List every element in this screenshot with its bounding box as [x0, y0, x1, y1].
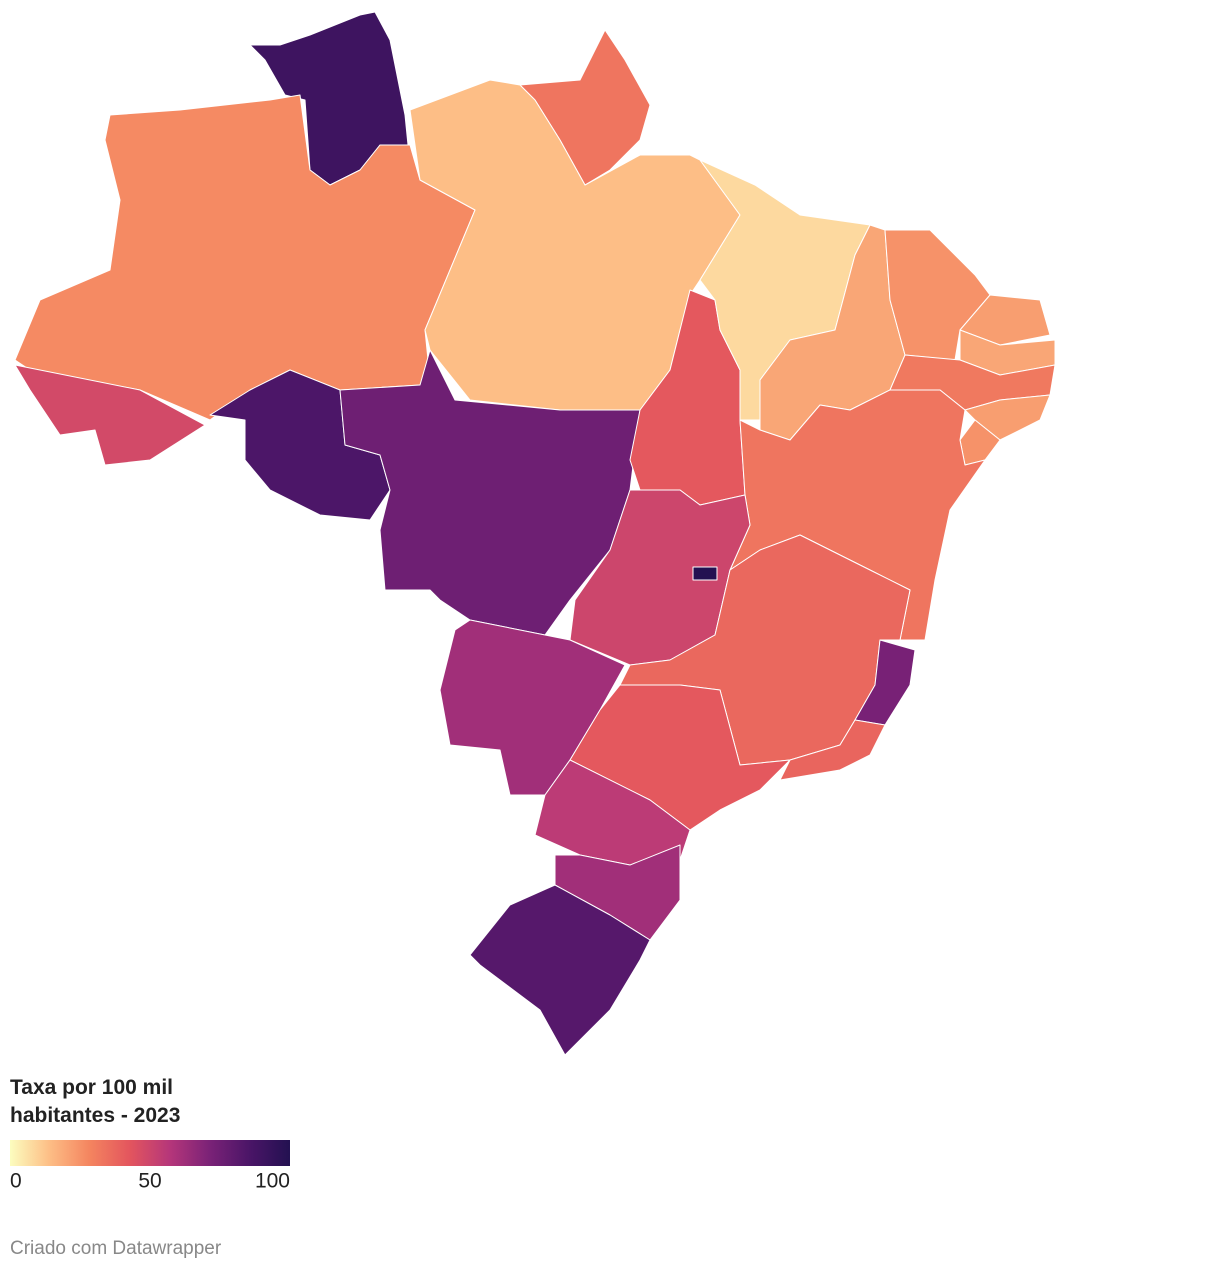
credit: Criado com Datawrapper	[10, 1238, 222, 1259]
state	[779, 719, 886, 781]
state	[959, 294, 1051, 346]
legend-tick-label: 100	[255, 1170, 290, 1193]
state	[469, 884, 651, 1056]
legend-tick-label: 50	[138, 1170, 161, 1193]
state	[692, 566, 718, 581]
states	[14, 11, 1056, 1056]
color-legend	[10, 1140, 290, 1166]
legend-title: Taxa por 100 mil habitantes - 2023	[10, 1076, 181, 1127]
state	[14, 364, 206, 466]
legend-tick-label: 0	[10, 1170, 22, 1193]
state	[569, 684, 791, 831]
